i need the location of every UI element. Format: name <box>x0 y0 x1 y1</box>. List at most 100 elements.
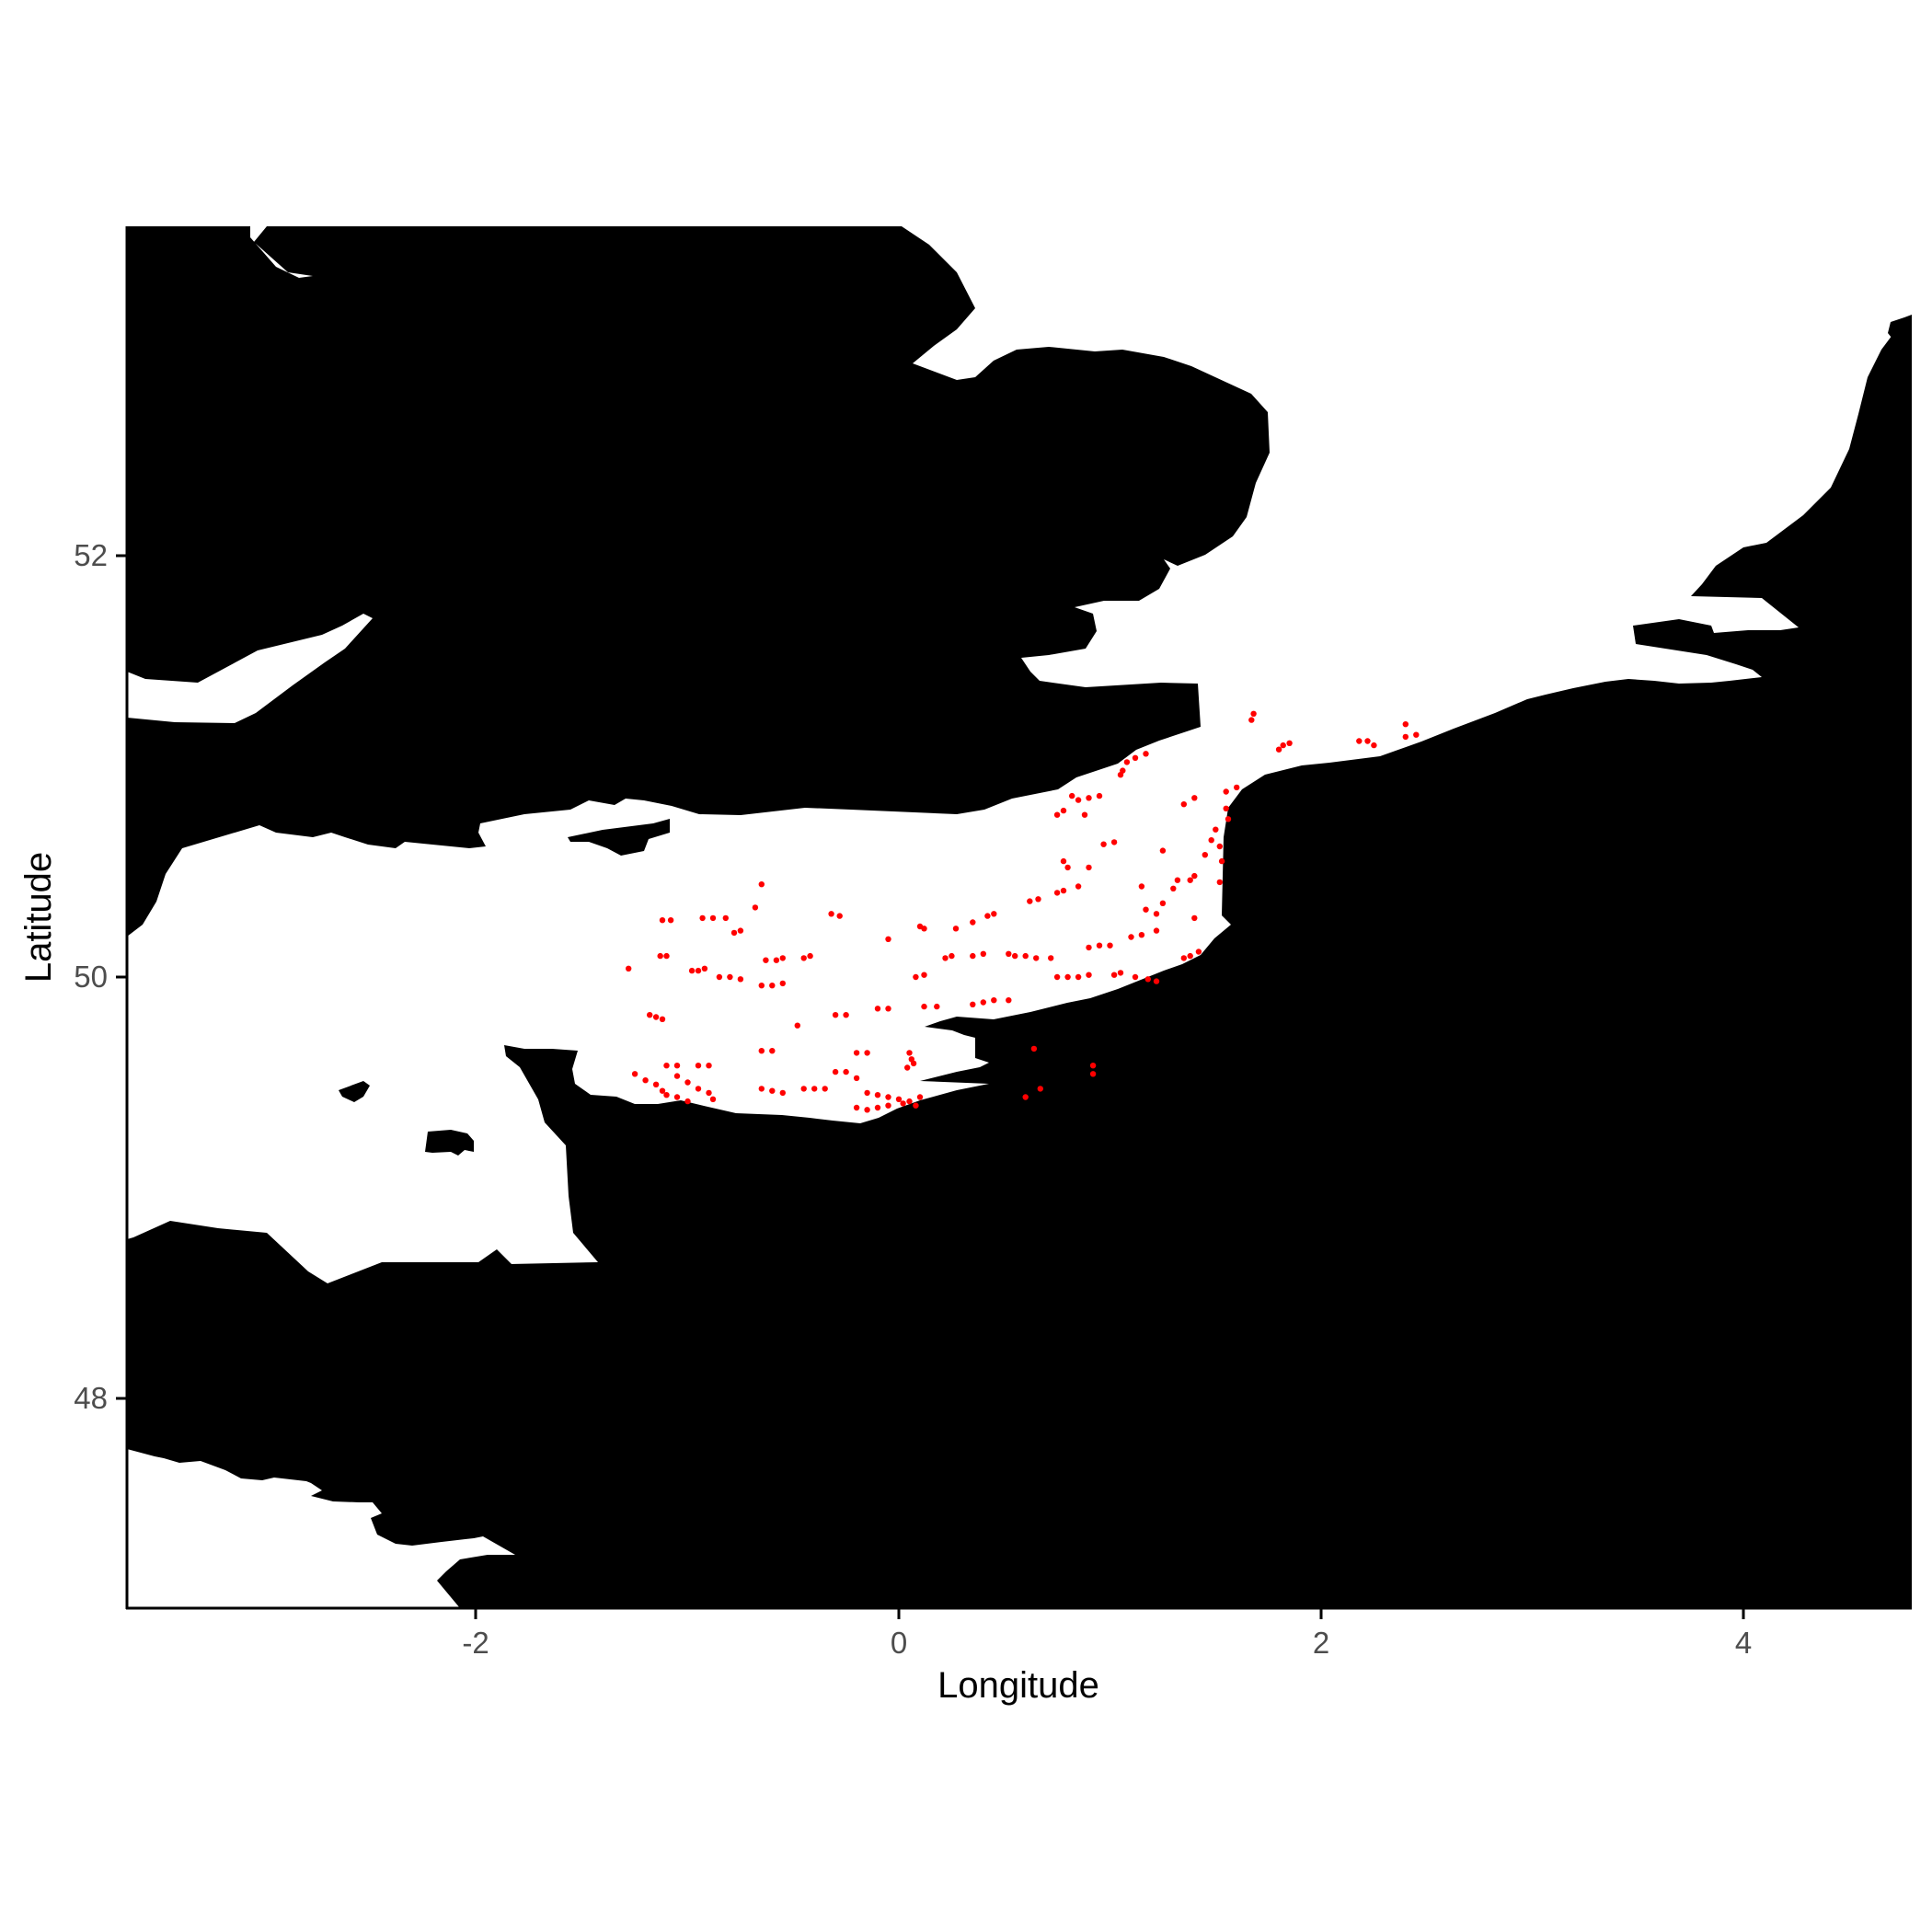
survey-point <box>1187 877 1193 883</box>
survey-point <box>874 1104 881 1111</box>
survey-point <box>701 965 708 972</box>
survey-point <box>652 1014 660 1020</box>
survey-point <box>1143 751 1149 757</box>
survey-point <box>807 952 813 960</box>
survey-point <box>659 917 666 924</box>
x-tick-label: 4 <box>1735 1626 1752 1660</box>
survey-point <box>1132 973 1139 981</box>
survey-point <box>952 926 960 932</box>
survey-point <box>906 1098 913 1105</box>
survey-point <box>1144 976 1152 983</box>
survey-point <box>1218 857 1225 865</box>
survey-point <box>752 904 759 911</box>
survey-point <box>822 1086 828 1092</box>
survey-point <box>1060 807 1067 814</box>
survey-point <box>673 1073 681 1079</box>
survey-point <box>1100 841 1107 847</box>
survey-point <box>706 1089 712 1097</box>
survey-point <box>1159 900 1167 906</box>
survey-point <box>1223 788 1229 795</box>
survey-point <box>673 1094 681 1100</box>
survey-point <box>1174 877 1181 883</box>
survey-point <box>716 973 723 981</box>
survey-point <box>828 911 834 917</box>
survey-point <box>1371 742 1377 749</box>
survey-point <box>853 1075 860 1082</box>
survey-point <box>811 1086 818 1092</box>
survey-point <box>1191 872 1198 880</box>
survey-point <box>1356 738 1363 744</box>
survey-point <box>1064 973 1071 981</box>
survey-point <box>1096 942 1103 949</box>
survey-point <box>991 997 997 1004</box>
survey-point <box>895 1096 903 1103</box>
survey-point <box>1413 731 1420 738</box>
survey-point <box>673 1063 681 1069</box>
survey-point <box>800 955 807 961</box>
survey-point <box>1107 942 1113 949</box>
survey-point <box>885 1102 891 1109</box>
survey-point <box>758 1086 765 1092</box>
survey-point <box>984 913 991 919</box>
survey-point <box>1110 839 1118 845</box>
survey-points <box>626 710 1420 1113</box>
survey-point <box>885 1094 891 1100</box>
survey-point <box>631 1071 638 1077</box>
survey-point <box>663 952 670 960</box>
y-tick-label: 48 <box>74 1381 108 1415</box>
survey-point <box>885 936 891 942</box>
survey-point <box>800 1086 807 1092</box>
survey-point <box>794 1022 800 1029</box>
survey-point <box>980 950 987 958</box>
survey-point <box>706 1063 712 1069</box>
survey-point <box>1060 887 1067 894</box>
survey-point <box>900 1100 906 1107</box>
survey-point <box>695 1063 702 1069</box>
survey-point <box>1402 733 1409 741</box>
survey-point <box>853 1050 860 1056</box>
survey-point <box>1191 914 1198 922</box>
survey-point <box>779 955 786 961</box>
survey-point <box>874 1092 881 1098</box>
survey-point <box>1208 837 1214 844</box>
survey-point <box>1035 896 1041 903</box>
survey-point <box>779 980 786 987</box>
land-layer <box>127 226 1912 1608</box>
survey-point <box>1012 952 1018 960</box>
survey-point <box>1075 973 1082 981</box>
survey-point <box>1053 890 1061 896</box>
survey-point <box>1138 932 1145 938</box>
survey-point <box>1060 857 1067 865</box>
survey-point <box>695 967 702 974</box>
survey-point <box>779 1089 786 1097</box>
survey-point <box>910 1060 917 1067</box>
survey-point <box>1096 792 1103 799</box>
land-continent <box>127 322 1912 1608</box>
survey-point <box>1180 955 1188 961</box>
land-guernsey <box>339 1081 370 1102</box>
survey-point <box>832 1068 839 1075</box>
survey-point <box>647 1012 653 1018</box>
x-ticks: -2 0 2 4 <box>462 1608 1752 1660</box>
survey-point <box>1250 710 1257 717</box>
survey-point <box>1213 826 1219 833</box>
survey-point <box>1202 852 1209 858</box>
survey-point <box>913 1102 919 1109</box>
survey-point <box>737 927 744 934</box>
survey-point <box>1022 1094 1029 1100</box>
survey-point <box>1123 759 1131 765</box>
survey-point <box>1064 864 1071 871</box>
survey-point <box>1081 811 1088 818</box>
survey-point <box>684 1079 691 1086</box>
survey-point <box>921 972 927 978</box>
survey-point <box>1053 811 1061 818</box>
x-tick-label: -2 <box>462 1626 489 1660</box>
survey-point <box>1138 883 1145 890</box>
survey-point <box>885 1006 891 1012</box>
land-isle-of-wight <box>568 819 670 856</box>
survey-point <box>730 929 738 937</box>
survey-point <box>1086 972 1092 978</box>
survey-point <box>1364 738 1371 744</box>
survey-point <box>970 919 976 926</box>
